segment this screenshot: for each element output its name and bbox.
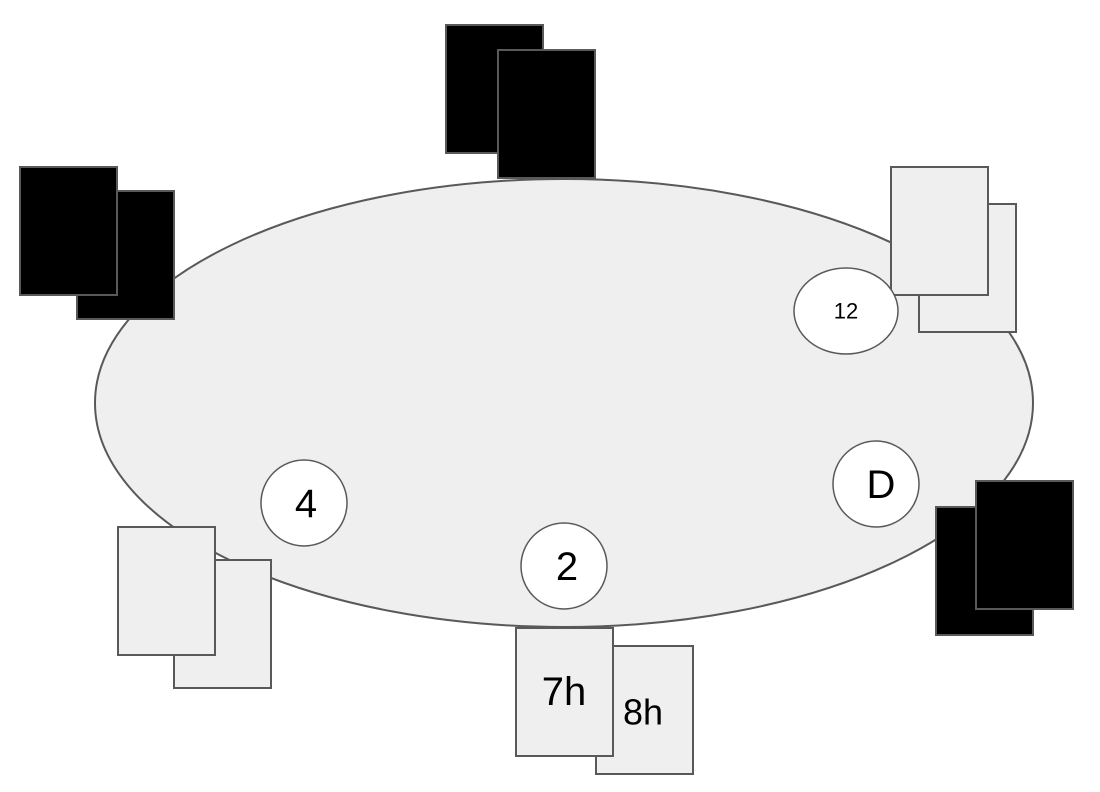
seat-top-right-hole-cards [890, 166, 1017, 333]
seat-right-hole-cards [935, 480, 1074, 636]
dealer-label: D [867, 463, 896, 507]
chip-label: 12 [834, 299, 858, 324]
chip-label: 2 [556, 545, 578, 589]
dealer-chip [832, 440, 920, 528]
seat-top-hole-cards [445, 24, 596, 179]
chip [260, 459, 348, 547]
chip-bottom-bet: 2 [520, 522, 608, 610]
hero-hole-cards: 8h 7h [515, 627, 694, 775]
card-back [497, 49, 596, 179]
seat-top-left-hole-cards [19, 166, 175, 320]
chip-left-bet: 4 [260, 459, 348, 547]
hero-card-1-label: 7h [542, 670, 587, 714]
card-back [975, 480, 1074, 610]
card-back [19, 166, 118, 296]
hero-card-2-label: 8h [623, 692, 663, 733]
chip [520, 522, 608, 610]
chip-top-right-bet: 12 [793, 267, 899, 355]
card-face [117, 526, 216, 656]
card-face [890, 166, 989, 296]
card-face [515, 627, 614, 757]
chip [793, 267, 899, 355]
dealer-button: D [832, 440, 920, 528]
seat-bottom-left-hole-cards [117, 526, 272, 689]
chip-label: 4 [295, 482, 317, 526]
